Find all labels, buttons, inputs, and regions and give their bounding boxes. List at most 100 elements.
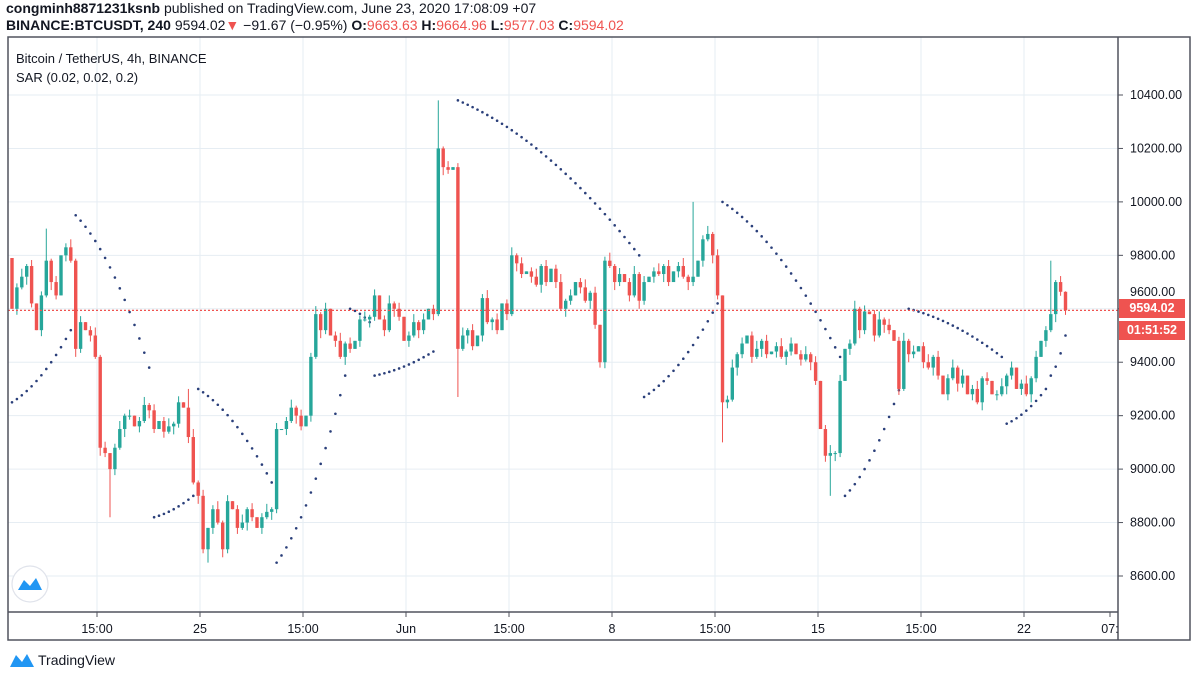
candle-down bbox=[230, 501, 235, 510]
sar-dot bbox=[427, 353, 430, 356]
candle-up bbox=[157, 421, 161, 430]
sar-dot bbox=[848, 489, 852, 492]
sar-dot bbox=[647, 392, 651, 395]
sar-dot bbox=[108, 266, 112, 269]
high-value: 9664.96 bbox=[436, 17, 487, 33]
indicator-label[interactable]: SAR (0.02, 0.02, 0.2) bbox=[16, 70, 139, 85]
candle-up bbox=[59, 255, 63, 296]
candle-up bbox=[123, 415, 127, 430]
sar-dot bbox=[466, 103, 470, 107]
sar-dot bbox=[530, 143, 533, 146]
sar-dot bbox=[1039, 393, 1043, 397]
sar-dot bbox=[245, 439, 249, 443]
sar-dot bbox=[878, 438, 881, 442]
candle-down bbox=[872, 314, 877, 336]
sar-dot bbox=[172, 507, 175, 511]
sar-dot bbox=[613, 224, 616, 227]
candle-up bbox=[980, 378, 984, 403]
candle-down bbox=[515, 255, 519, 264]
sar-dot bbox=[838, 355, 842, 359]
tradingview-brand[interactable]: TradingView bbox=[10, 652, 115, 668]
candle-up bbox=[760, 340, 764, 349]
sar-dot bbox=[417, 358, 421, 362]
candle-down bbox=[907, 340, 911, 355]
candle-down bbox=[813, 362, 818, 381]
candle-up bbox=[745, 335, 749, 344]
candle-up bbox=[206, 527, 210, 550]
candle-up bbox=[167, 426, 171, 432]
sar-dot bbox=[103, 256, 107, 260]
sar-dot bbox=[706, 320, 710, 323]
candle-down bbox=[10, 258, 14, 309]
candle-up bbox=[363, 319, 367, 321]
candle-down bbox=[809, 354, 813, 363]
sar-dot bbox=[941, 319, 945, 323]
sar-dot bbox=[432, 350, 435, 353]
candle-up bbox=[421, 319, 426, 331]
candle-down bbox=[495, 319, 499, 331]
candle-up bbox=[1044, 330, 1048, 341]
sar-dot bbox=[539, 151, 543, 154]
candle-up bbox=[372, 295, 377, 317]
candle-down bbox=[250, 509, 254, 518]
candle-up bbox=[946, 378, 950, 395]
candle-up bbox=[426, 308, 431, 320]
candle-up bbox=[39, 295, 44, 331]
candle-down bbox=[456, 167, 460, 349]
candle-down bbox=[505, 303, 509, 315]
candle-down bbox=[882, 319, 886, 325]
candle-down bbox=[377, 295, 382, 320]
sar-dot bbox=[471, 105, 474, 109]
sar-dot bbox=[15, 397, 19, 401]
candle-up bbox=[549, 268, 553, 283]
price-axis[interactable]: 10400.00 10200.00 10000.00 9800.00 9600.00 94… bbox=[1118, 88, 1182, 583]
sar-dot bbox=[397, 367, 401, 370]
candle-up bbox=[838, 380, 842, 454]
candle-up bbox=[113, 447, 117, 470]
sar-dot bbox=[956, 326, 959, 330]
sar-dot bbox=[94, 239, 97, 243]
candle-down bbox=[867, 311, 872, 315]
sar-dot bbox=[79, 219, 82, 222]
candle-down bbox=[720, 295, 725, 403]
candle-up bbox=[25, 266, 29, 277]
candle-up bbox=[1019, 383, 1024, 389]
sar-dot bbox=[1010, 419, 1013, 423]
candle-up bbox=[706, 233, 710, 240]
chart-title[interactable]: Bitcoin / TetherUS, 4h, BINANCE bbox=[16, 51, 207, 66]
candle-down bbox=[88, 330, 93, 336]
sar-dot bbox=[951, 324, 955, 327]
sar-dot bbox=[412, 360, 416, 364]
sar-dot bbox=[633, 247, 636, 251]
candle-up bbox=[265, 511, 269, 518]
candle-down bbox=[598, 324, 602, 363]
candle-down bbox=[255, 517, 259, 528]
sar-dot bbox=[931, 315, 935, 319]
sar-dot bbox=[290, 536, 293, 540]
sar-dot bbox=[794, 279, 798, 282]
sar-dot bbox=[985, 344, 989, 348]
time-axis[interactable]: 15:00 25 15:00 Jun 15:00 8 15:00 15 15:00 22 07: bbox=[81, 612, 1119, 636]
sar-dot bbox=[211, 398, 215, 402]
sar-dot bbox=[388, 370, 391, 374]
tradingview-logo-button[interactable] bbox=[11, 565, 49, 603]
candle-up bbox=[1034, 356, 1038, 379]
sar-dot bbox=[128, 310, 131, 314]
candle-up bbox=[480, 298, 485, 336]
author-name[interactable]: congminh8871231ksnb bbox=[6, 0, 161, 16]
candle-down bbox=[715, 255, 720, 296]
sar-dot bbox=[907, 307, 910, 311]
sar-dot bbox=[598, 207, 602, 210]
candle-down bbox=[333, 335, 338, 341]
candle-up bbox=[500, 303, 504, 331]
candle-up bbox=[510, 255, 514, 315]
sar-dot bbox=[20, 393, 24, 397]
sar-dot bbox=[378, 373, 381, 376]
candles bbox=[10, 100, 1068, 563]
sar-dot bbox=[383, 371, 386, 375]
candle-up bbox=[632, 274, 636, 296]
sar-dot bbox=[608, 218, 612, 221]
candle-down bbox=[1063, 291, 1068, 311]
candle-up bbox=[769, 351, 774, 355]
